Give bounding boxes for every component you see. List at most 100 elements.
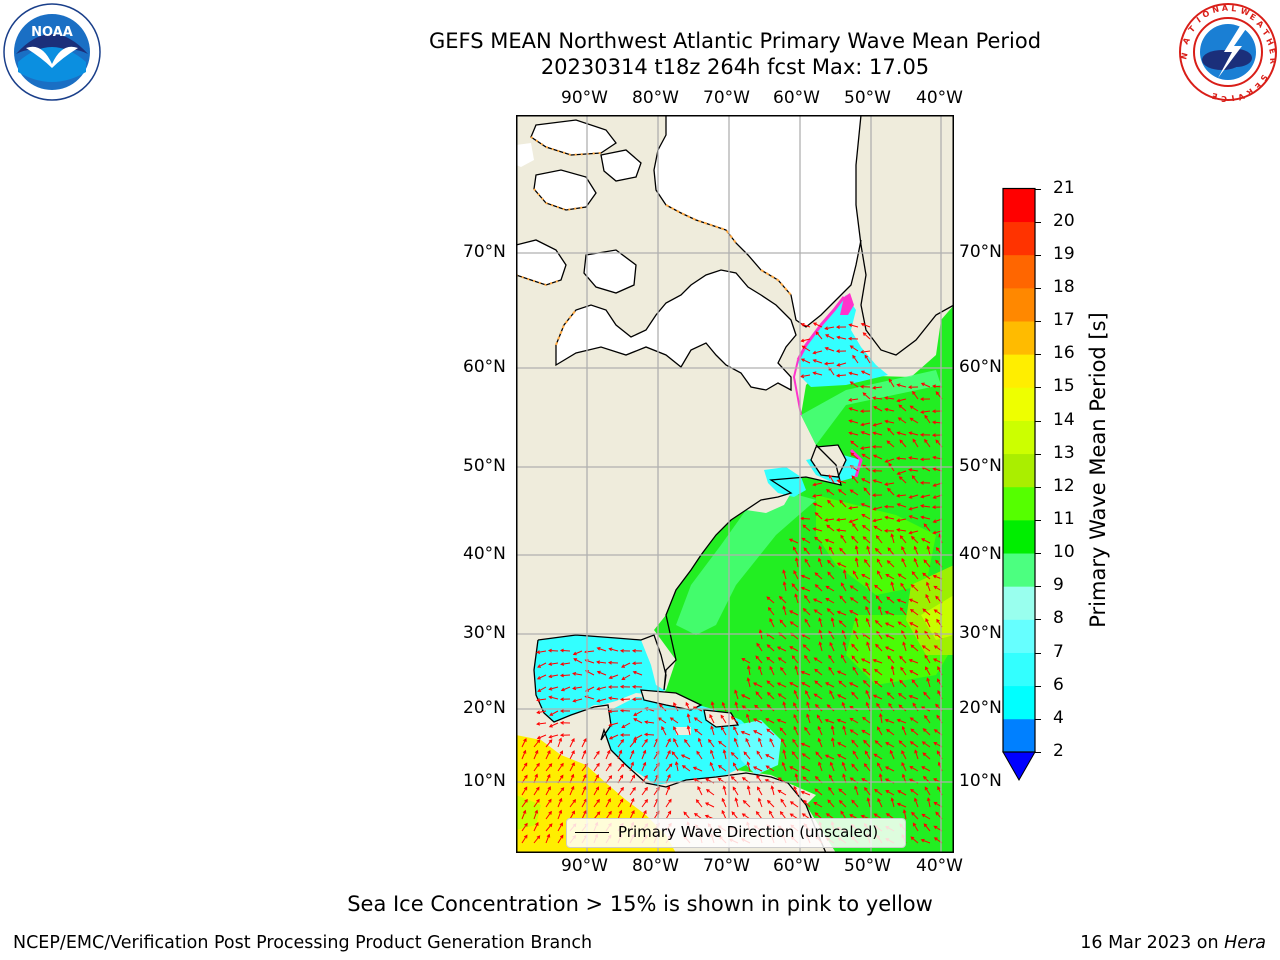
wave-arrow-head [523,762,528,767]
wave-arrow [521,750,526,760]
colorbar-bin [1003,619,1035,653]
wave-arrow [521,787,528,796]
wave-arrow-head [854,617,859,622]
wave-arrow-head [890,533,895,538]
wave-arrow-head [752,718,757,722]
wave-arrow [633,671,643,676]
lon-label-top-90w: 90°W [561,88,608,108]
wave-arrow-head [849,381,854,385]
wave-arrow [842,630,847,640]
wave-arrow-head [848,506,853,510]
wave-arrow [521,823,528,832]
wave-arrow [897,384,907,388]
wave-arrow [885,408,895,412]
wave-arrow-head [631,684,636,689]
wave-arrow [862,525,871,532]
wave-arrow [887,655,895,664]
wave-arrow-head [537,688,542,692]
wave-arrow-head [812,598,817,602]
wave-arrow-head [583,773,587,778]
wave-arrow-head [835,373,840,378]
wave-arrow-head [814,775,819,780]
wave-arrow [569,750,575,760]
wave-arrow-head [596,647,601,651]
wave-arrow [549,722,559,728]
wave-arrow-head [595,774,599,779]
wave-arrow-head [909,417,914,422]
wave-arrow [924,439,931,448]
wave-arrow-head [932,574,937,579]
wave-arrow-head [871,493,876,498]
wave-arrow [831,738,835,748]
wave-arrow-head [933,801,938,806]
wave-arrow [818,738,823,748]
wave-arrow [897,432,907,436]
wave-arrow [629,762,634,772]
wave-arrow-head [721,701,726,706]
wave-arrow-head [908,468,913,472]
wave-arrow-head [817,737,822,742]
wave-arrow [813,482,823,486]
wave-arrow-head [756,774,760,779]
wave-arrow-head [896,503,901,507]
svg-text:V: V [1236,91,1246,102]
wave-arrow-head [800,742,805,747]
wave-arrow-head [847,336,852,341]
wave-arrow [899,476,907,484]
wave-arrow [901,558,907,568]
wave-arrow-head [794,773,799,778]
wave-arrow-head [769,665,773,670]
wave-arrow [793,714,799,724]
wave-arrow [795,558,799,568]
wave-arrow-head [877,797,881,802]
colorbar-bin [1003,519,1035,554]
colorbar-tick-label: 20 [1053,210,1075,231]
wave-arrow [837,694,847,700]
wave-arrow-head [863,558,868,563]
wave-arrow-head [806,701,810,706]
wave-arrow-head [741,705,746,709]
wave-arrow [863,596,871,604]
wave-arrow-head [710,749,714,754]
lat-label-left-50n: 50°N [463,456,506,476]
wave-arrow [841,654,847,664]
wave-arrow [641,739,648,748]
wave-arrow [696,751,703,760]
wave-arrow [885,634,895,640]
wave-arrow [873,694,883,700]
wave-arrow-head [827,499,831,504]
wave-arrow-head [668,763,673,768]
wave-arrow [862,453,871,460]
lat-label-left-70n: 70°N [463,242,506,262]
wave-arrow [849,407,859,412]
wave-arrow [885,574,895,580]
wave-arrow-head [782,701,787,706]
wave-arrow [804,727,811,736]
wave-arrow-head [780,798,785,803]
wave-arrow-head [608,762,612,767]
wave-arrow-head [756,750,761,755]
wave-arrow-head [884,610,889,615]
wave-arrow [886,440,895,448]
wave-arrow-head [842,773,846,778]
wave-arrow-head [618,749,623,754]
wave-arrow-head [828,474,833,479]
wave-arrow-head [849,814,854,818]
wave-arrow [537,650,547,653]
wave-arrow [885,719,895,724]
wave-arrow [765,754,775,760]
wave-arrow-head [655,762,660,767]
colorbar-tick-mark [1035,619,1041,621]
wave-arrow [837,719,847,724]
wave-arrow [923,692,931,700]
wave-arrow-head [559,733,564,738]
wave-arrow [545,763,552,772]
wave-arrow-head [924,786,929,791]
wave-arrow [888,703,895,712]
wave-arrow-head [535,821,539,826]
wave-arrow [777,646,787,652]
wave-arrow [653,738,659,748]
svg-text:T: T [1187,24,1198,34]
wave-arrow [922,752,931,760]
wave-arrow [864,787,871,796]
